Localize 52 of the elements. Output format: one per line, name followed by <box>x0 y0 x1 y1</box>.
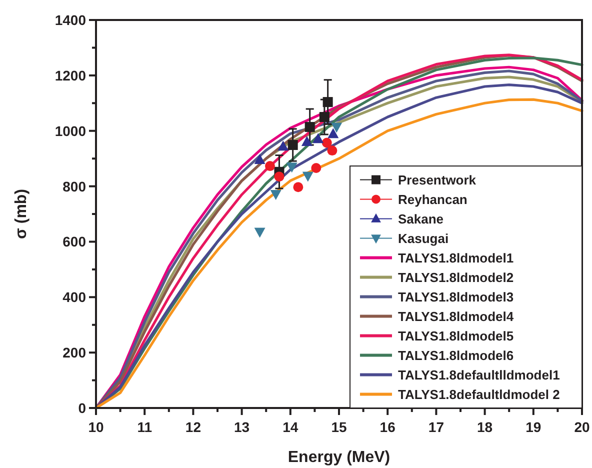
legend-label: TALYS1.8defaultldmodel 2 <box>398 386 560 402</box>
x-tick-label: 13 <box>234 419 250 435</box>
legend-label: TALYS1.8defaultlldmodel1 <box>398 367 560 382</box>
legend-label: TALYS1.8ldmodel2 <box>398 270 514 285</box>
point <box>302 172 314 182</box>
x-axis-title: Energy (MeV) <box>288 449 390 466</box>
legend-label: TALYS1.8ldmodel5 <box>398 328 514 344</box>
x-tick-label: 15 <box>331 419 347 435</box>
x-tick-label: 14 <box>282 419 298 435</box>
legend-label: Sakane <box>398 211 444 226</box>
point <box>264 161 275 172</box>
point <box>293 182 304 192</box>
point <box>331 122 342 133</box>
legend-label: Kasugai <box>398 230 449 246</box>
y-tick-label: 800 <box>62 178 86 194</box>
y-tick-label: 1000 <box>54 122 86 139</box>
x-tick-label: 18 <box>477 419 493 435</box>
legend-label: Reyhancan <box>398 192 468 207</box>
point <box>304 122 315 132</box>
legend-label: TALYS1.8ldmodel6 <box>398 348 514 363</box>
point <box>328 128 339 138</box>
x-tick-label: 10 <box>88 419 104 435</box>
point <box>270 190 282 200</box>
point <box>254 154 266 164</box>
x-tick-label: 16 <box>380 419 396 435</box>
point <box>288 140 298 150</box>
y-tick-label: 1200 <box>54 67 86 84</box>
point <box>301 136 312 146</box>
point <box>254 228 266 238</box>
point <box>274 172 284 182</box>
point <box>311 162 322 173</box>
x-tick-label: 19 <box>526 419 542 435</box>
point <box>278 140 289 151</box>
x-tick-label: 20 <box>574 419 590 435</box>
y-tick-label: 600 <box>62 234 86 250</box>
x-tick-label: 17 <box>428 419 444 435</box>
point <box>312 133 324 144</box>
legend-label: TALYS1.8ldmodel3 <box>398 289 514 304</box>
legend-label: TALYS1.8ldmodel1 <box>398 250 514 266</box>
y-tick-label: 400 <box>62 289 86 306</box>
x-tick-label: 11 <box>137 419 152 435</box>
y-tick-label: 0 <box>78 400 86 416</box>
legend-label: Presentwork <box>398 172 477 188</box>
point <box>322 138 332 148</box>
y-axis-title: σ (mb) <box>13 188 30 240</box>
x-tick-label: 12 <box>185 419 202 435</box>
point <box>322 97 333 108</box>
legend-label: TALYS1.8ldmodel4 <box>398 308 514 324</box>
point <box>327 146 338 156</box>
point <box>286 162 298 173</box>
y-tick-label: 1400 <box>54 12 86 28</box>
y-tick-label: 200 <box>62 344 86 361</box>
